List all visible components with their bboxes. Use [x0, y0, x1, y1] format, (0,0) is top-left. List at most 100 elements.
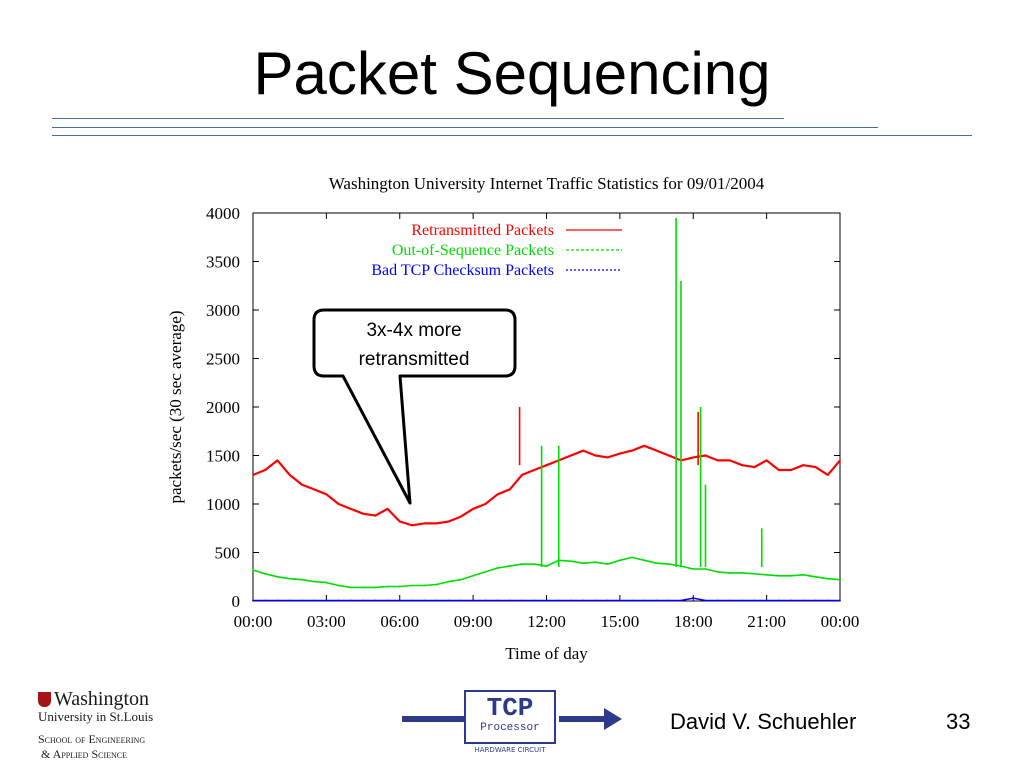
series-point-1: [692, 456, 695, 459]
series-point-2: [374, 586, 377, 589]
series-point-2: [472, 574, 475, 577]
series-point-2: [337, 584, 340, 587]
series-point-3: [374, 599, 377, 602]
series-point-3: [557, 599, 560, 602]
logo-name: Washington: [54, 688, 150, 710]
series-point-2: [386, 585, 389, 588]
tcp-logo-caption: HARDWARE CIRCUIT: [474, 746, 546, 754]
y-tick-label: 1500: [206, 447, 240, 466]
series-point-2: [435, 583, 438, 586]
series-point-3: [790, 599, 792, 602]
series-line-1: [252, 444, 841, 527]
series-point-2: [643, 559, 646, 562]
callout-bubble: [312, 308, 517, 505]
x-tick-label: 06:00: [380, 612, 419, 631]
tcp-arrow-in-icon: [402, 716, 466, 722]
series-point-1: [276, 459, 279, 462]
chart-legend: Retransmitted Packets Out-of-Sequence Pac…: [371, 222, 622, 279]
page-number: 33: [946, 709, 971, 734]
series-point-1: [411, 524, 413, 527]
title-rule-bottom: [52, 135, 972, 136]
legend-label-1: Retransmitted Packets: [411, 222, 554, 239]
series-point-3: [582, 599, 585, 602]
series-point-2: [826, 577, 829, 580]
series-point-2: [533, 563, 536, 566]
slide-title: Packet Sequencing: [253, 40, 771, 107]
series-point-2: [276, 575, 279, 578]
logo-subname: University in St.Louis: [38, 709, 154, 724]
series-point-3: [814, 599, 817, 602]
tcp-logo-title: TCP: [486, 693, 534, 723]
series-point-1: [643, 444, 646, 447]
y-tick-label: 4000: [206, 204, 240, 223]
series-point-3: [692, 597, 695, 599]
series-point-2: [398, 585, 401, 588]
series-point-1: [472, 507, 475, 510]
series-point-2: [252, 569, 254, 571]
series-point-1: [570, 454, 572, 457]
series-point-2: [704, 568, 707, 570]
series-point-2: [716, 571, 719, 573]
tcp-arrow-head-icon: [604, 708, 622, 730]
series-point-3: [337, 599, 340, 602]
x-tick-label: 21:00: [747, 612, 786, 631]
x-tick-label: 00:00: [234, 612, 273, 631]
series-point-3: [826, 599, 829, 602]
callout-line-2: retransmitted: [359, 349, 470, 370]
title-rule-middle: [52, 127, 878, 128]
series-point-2: [459, 578, 462, 581]
series-point-3: [777, 599, 780, 602]
series-point-2: [692, 568, 695, 570]
series-point-3: [386, 599, 389, 602]
series-point-2: [508, 565, 511, 567]
series-point-1: [582, 449, 585, 452]
logo-school: School of Engineering: [38, 732, 146, 746]
series-point-2: [777, 574, 780, 577]
series-point-2: [411, 584, 413, 587]
series-point-2: [325, 581, 328, 584]
series-point-1: [496, 493, 499, 496]
series-point-3: [459, 599, 462, 602]
series-point-2: [313, 580, 316, 583]
series-point-1: [325, 493, 328, 496]
chart-callout: 3x-4x more retransmitted: [312, 308, 517, 505]
series-point-2: [288, 577, 291, 580]
series-point-3: [423, 599, 426, 602]
callout-line-1: 3x-4x more: [366, 320, 461, 341]
series-point-3: [276, 599, 279, 602]
x-axis-label: Time of day: [505, 644, 588, 663]
series-point-1: [667, 454, 670, 457]
series-point-1: [264, 469, 267, 471]
series-point-2: [447, 580, 450, 583]
series-point-2: [729, 571, 731, 574]
legend-label-3: Bad TCP Checksum Packets: [371, 262, 554, 279]
series-point-2: [484, 571, 487, 573]
series-point-2: [802, 573, 805, 576]
series-point-1: [618, 452, 621, 455]
series-point-1: [508, 488, 511, 491]
series-point-1: [533, 469, 536, 471]
author-name: David V. Schuehler: [670, 709, 857, 734]
series-point-3: [313, 599, 316, 602]
series-point-3: [484, 599, 487, 602]
series-point-1: [839, 459, 841, 462]
series-point-1: [716, 459, 719, 462]
y-tick-label: 3500: [206, 253, 240, 272]
tcp-arrow-out-icon: [559, 716, 607, 722]
y-tick-label: 500: [215, 544, 241, 563]
series-point-1: [777, 469, 780, 471]
chart-axes: Washington University Internet Traffic S…: [166, 174, 859, 663]
series-point-2: [839, 578, 841, 581]
series-point-3: [521, 599, 523, 602]
series-point-3: [618, 599, 621, 602]
series-point-1: [521, 474, 523, 476]
x-tick-label: 18:00: [674, 612, 713, 631]
series-point-1: [288, 474, 291, 476]
series-point-3: [680, 599, 682, 602]
series-point-3: [667, 599, 670, 602]
series-point-1: [545, 464, 548, 467]
series-point-3: [508, 599, 511, 602]
series-point-1: [814, 466, 817, 469]
series-point-3: [545, 599, 548, 602]
tcp-logo-subtitle: Processor: [480, 722, 540, 734]
